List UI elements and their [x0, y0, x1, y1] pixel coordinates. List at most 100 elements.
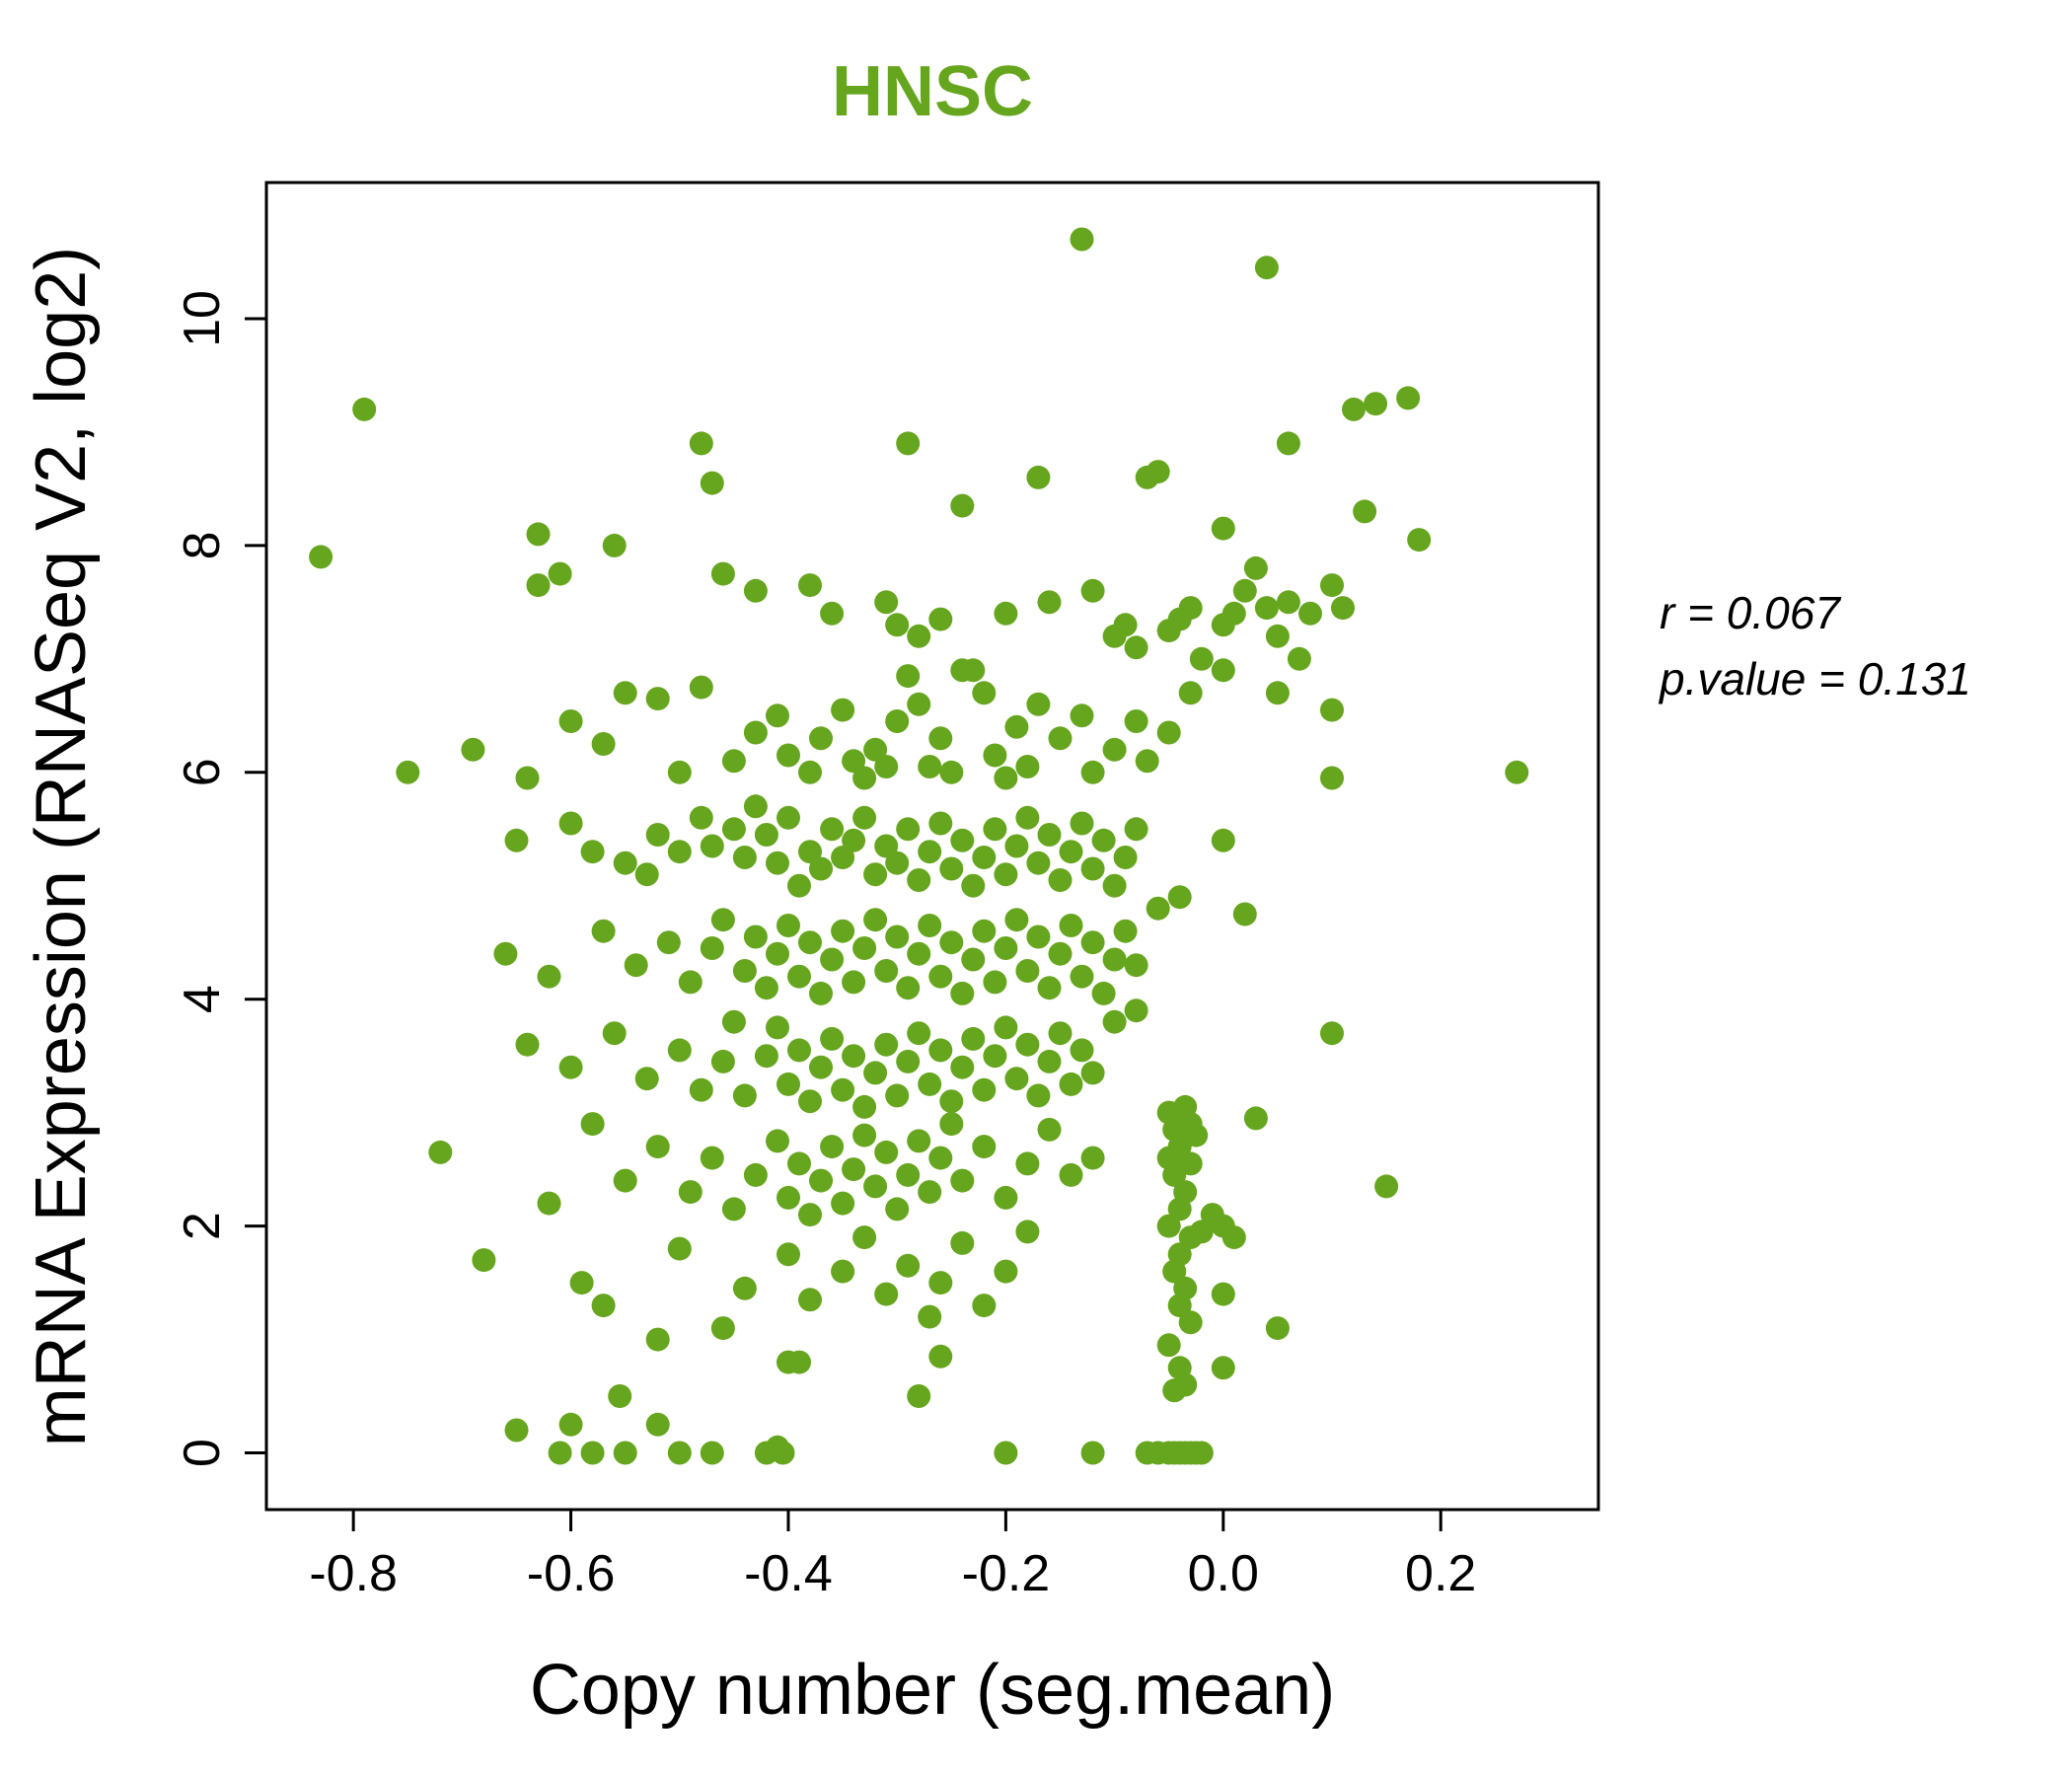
data-point — [1026, 851, 1051, 875]
data-point — [961, 1026, 986, 1051]
data-point — [939, 930, 964, 955]
data-point — [928, 1146, 953, 1170]
data-point — [994, 1015, 1018, 1040]
data-point — [1026, 465, 1051, 489]
data-point — [874, 1282, 899, 1306]
data-point — [1004, 714, 1029, 739]
data-point — [766, 1129, 789, 1153]
data-point — [1221, 601, 1246, 626]
data-point — [634, 862, 659, 887]
data-point — [896, 1049, 921, 1073]
data-point — [602, 533, 627, 557]
data-point — [950, 493, 975, 518]
data-point — [831, 698, 855, 722]
data-point — [1070, 1038, 1094, 1063]
data-point — [1265, 1316, 1290, 1341]
data-point — [928, 811, 953, 836]
data-point — [1287, 646, 1311, 671]
data-point — [1037, 976, 1062, 1000]
data-point — [721, 1009, 746, 1034]
data-point — [667, 1236, 692, 1261]
data-point — [771, 1441, 795, 1465]
data-point — [1162, 1259, 1187, 1284]
data-point — [907, 868, 931, 892]
data-point — [515, 766, 540, 790]
data-point — [1048, 726, 1073, 751]
data-point — [537, 1191, 561, 1216]
data-point — [777, 743, 800, 768]
data-point — [732, 846, 757, 869]
data-point — [918, 1072, 942, 1096]
data-point — [732, 1083, 757, 1108]
data-point — [983, 970, 1007, 995]
data-point — [743, 720, 768, 745]
data-point — [852, 805, 877, 830]
data-point — [1265, 624, 1290, 648]
data-point — [689, 431, 713, 456]
data-point — [721, 749, 746, 774]
y-tick-label: 0 — [174, 1439, 231, 1467]
data-point — [928, 1271, 953, 1295]
data-point — [558, 709, 583, 733]
x-tick-label: -0.2 — [962, 1545, 1051, 1602]
data-point — [831, 919, 855, 943]
data-point — [766, 851, 789, 875]
data-point — [1146, 460, 1170, 484]
data-point — [558, 811, 583, 836]
p-value-text: p.value = 0.131 — [1660, 652, 1971, 704]
data-point — [591, 919, 616, 943]
data-point — [1167, 1197, 1192, 1221]
data-point — [766, 703, 789, 728]
data-point — [1320, 766, 1344, 790]
data-point — [493, 941, 518, 966]
data-point — [994, 1259, 1018, 1284]
data-point — [689, 675, 713, 700]
data-point — [950, 1168, 975, 1193]
data-point — [700, 936, 724, 960]
data-point — [896, 431, 921, 456]
data-point — [732, 1276, 757, 1300]
data-point — [1189, 646, 1214, 671]
data-point — [972, 681, 997, 705]
data-point — [961, 947, 986, 972]
y-tick-label: 6 — [174, 758, 231, 786]
data-point — [1004, 908, 1029, 932]
data-point — [1015, 805, 1040, 830]
data-point — [1059, 1072, 1083, 1096]
data-point — [624, 953, 648, 978]
data-point — [907, 1384, 931, 1408]
data-point — [515, 1032, 540, 1057]
data-point — [1059, 1162, 1083, 1187]
data-point — [1091, 981, 1116, 1005]
data-point — [558, 1412, 583, 1437]
data-point — [613, 1441, 637, 1465]
data-point — [1243, 1106, 1268, 1131]
data-point — [820, 947, 845, 972]
data-point — [1162, 1162, 1187, 1187]
data-point — [1320, 1021, 1344, 1046]
data-point — [831, 1191, 855, 1216]
data-point — [842, 828, 866, 852]
data-point — [1048, 868, 1073, 892]
data-point — [972, 1077, 997, 1102]
data-point — [743, 794, 768, 819]
data-point — [1048, 941, 1073, 966]
data-point — [787, 1038, 811, 1063]
data-point — [863, 1174, 888, 1199]
data-point — [874, 959, 899, 983]
data-point — [710, 908, 735, 932]
data-point — [885, 851, 910, 875]
data-point — [907, 1129, 931, 1153]
y-tick-label: 4 — [174, 985, 231, 1013]
data-point — [885, 925, 910, 949]
data-point — [863, 737, 888, 762]
data-point — [537, 964, 561, 989]
x-axis-title: Copy number (seg.mean) — [529, 1651, 1336, 1730]
data-point — [994, 766, 1018, 790]
data-point — [396, 760, 420, 784]
data-point — [820, 1026, 845, 1051]
data-point — [1059, 840, 1083, 864]
data-point — [1167, 1294, 1192, 1318]
data-point — [1124, 709, 1148, 733]
data-point — [428, 1140, 453, 1164]
